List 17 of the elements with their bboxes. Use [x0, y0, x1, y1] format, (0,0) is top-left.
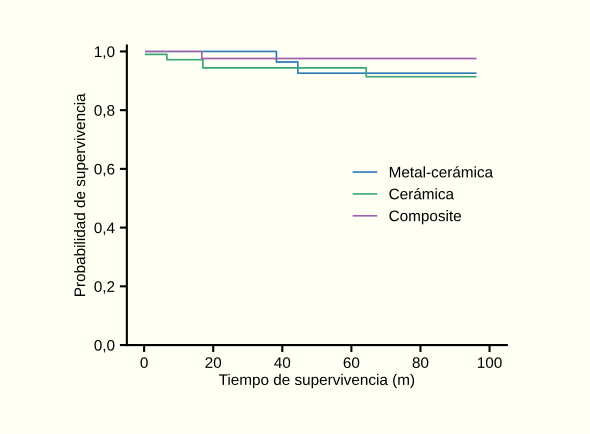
- x-tick-label: 100: [478, 357, 502, 368]
- y-tick-label: 0,8: [94, 105, 114, 118]
- y-axis-title: Probabilidad de supervivencia: [74, 93, 88, 296]
- x-tick-label: 20: [205, 357, 222, 368]
- x-tick-label: 80: [412, 357, 428, 368]
- legend-label: Composite: [389, 210, 461, 224]
- y-tick-label: 0,2: [94, 281, 114, 294]
- y-tick-label: 0,6: [94, 164, 114, 176]
- y-tick-label: 0,0: [94, 340, 114, 353]
- x-tick-label: 40: [274, 357, 290, 368]
- x-axis-title: Tiempo de supervivencia (m): [218, 374, 414, 388]
- legend-label: Metal-cerámica: [390, 166, 494, 178]
- y-tick-label: 0,4: [94, 222, 115, 236]
- legend-label: Cerámica: [389, 188, 454, 200]
- y-tick-label: 1,0: [94, 46, 114, 59]
- x-tick-label: 60: [344, 357, 360, 368]
- x-tick-label: 0: [140, 357, 148, 368]
